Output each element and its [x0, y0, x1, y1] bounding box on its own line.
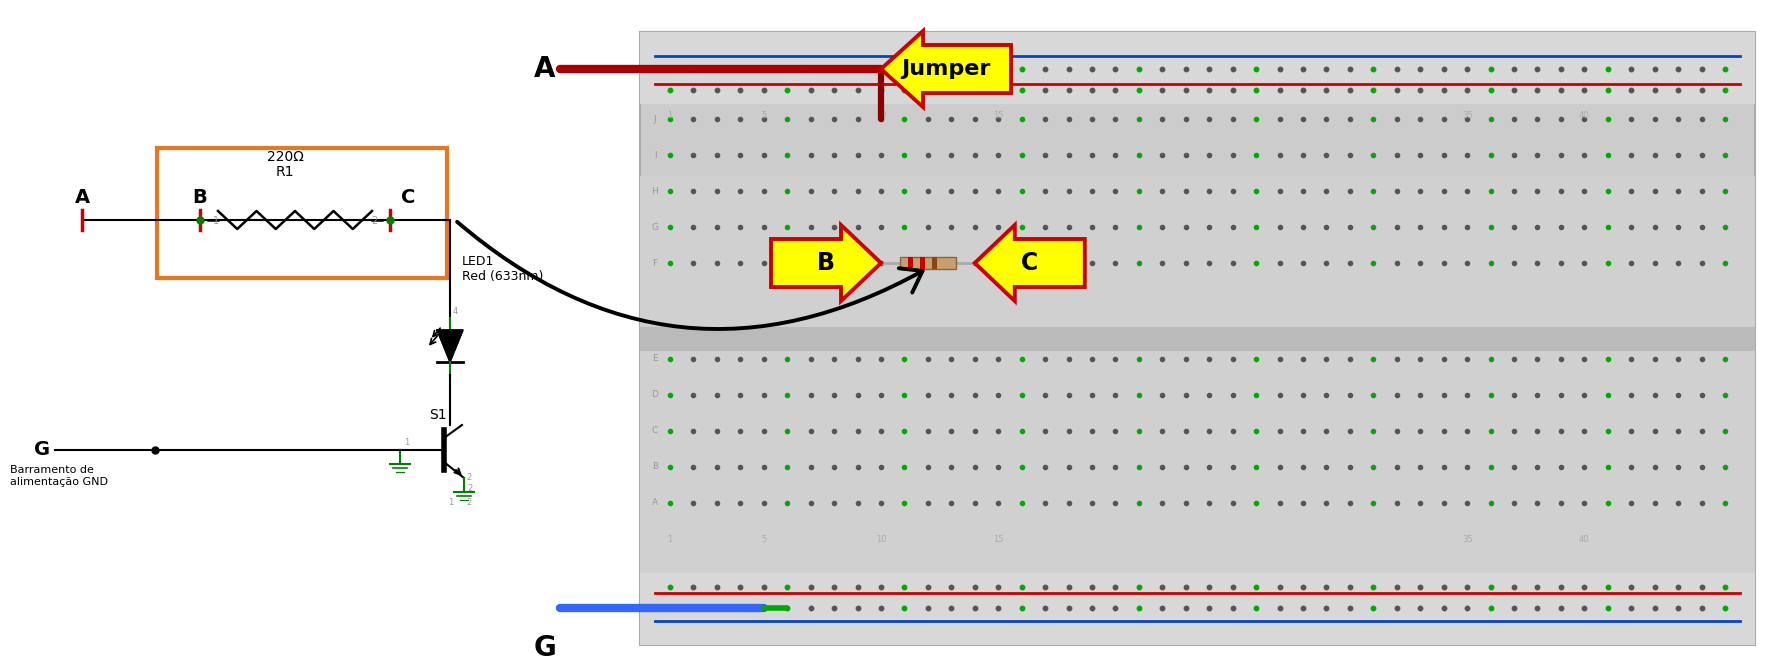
Text: G: G [534, 634, 557, 662]
Text: G: G [34, 440, 50, 459]
Text: 15: 15 [994, 534, 1004, 544]
Text: 2: 2 [467, 484, 472, 493]
Text: S1: S1 [430, 408, 447, 422]
Bar [640, 32, 1756, 104]
Text: B: B [193, 188, 207, 207]
Polygon shape [771, 225, 880, 301]
Text: A: A [534, 55, 555, 83]
Text: 1: 1 [212, 216, 219, 226]
Text: C: C [1022, 251, 1038, 275]
Bar [640, 327, 1756, 351]
Text: 5: 5 [762, 534, 766, 544]
Polygon shape [437, 330, 463, 362]
Text: B: B [652, 462, 658, 471]
FancyArrowPatch shape [458, 222, 923, 329]
Bar [640, 176, 1756, 410]
Text: 35: 35 [1462, 534, 1473, 544]
Text: 35: 35 [1462, 111, 1473, 120]
Bar [907, 257, 912, 269]
Text: E: E [652, 354, 658, 363]
Bar [640, 339, 1756, 573]
Text: A: A [74, 188, 90, 207]
Text: A: A [652, 498, 658, 507]
Bar [932, 257, 937, 269]
Text: 15: 15 [994, 111, 1004, 120]
Text: 40: 40 [1579, 534, 1589, 544]
Bar [157, 148, 447, 278]
Text: J: J [654, 114, 656, 124]
Text: Jumper: Jumper [902, 59, 990, 79]
Text: 10: 10 [875, 534, 886, 544]
Text: 5: 5 [762, 111, 766, 120]
Text: 4: 4 [453, 307, 458, 316]
Text: R1: R1 [276, 165, 293, 179]
Text: 1: 1 [667, 111, 672, 120]
Bar [919, 257, 925, 269]
Polygon shape [974, 225, 1086, 301]
Text: F: F [652, 259, 658, 267]
Text: I: I [654, 151, 656, 159]
Text: H: H [652, 187, 658, 196]
Text: 2: 2 [467, 473, 472, 482]
Text: D: D [652, 390, 658, 399]
Text: 1: 1 [405, 438, 408, 447]
Bar [640, 32, 1756, 645]
Text: Red (633nm): Red (633nm) [461, 270, 543, 283]
Bar [640, 573, 1756, 645]
Text: C: C [401, 188, 415, 207]
Bar [900, 257, 956, 269]
Text: 1: 1 [447, 498, 453, 507]
Polygon shape [880, 31, 1011, 107]
Text: 2: 2 [467, 498, 472, 507]
Text: 220Ω: 220Ω [267, 150, 304, 164]
Text: 2: 2 [371, 216, 377, 226]
Text: G: G [651, 222, 658, 231]
Text: Barramento de
alimentação GND: Barramento de alimentação GND [11, 465, 108, 487]
Text: 40: 40 [1579, 111, 1589, 120]
Text: LED1: LED1 [461, 255, 495, 268]
Text: B: B [817, 251, 834, 275]
Text: C: C [652, 426, 658, 435]
Text: 10: 10 [875, 111, 886, 120]
Text: 1: 1 [667, 534, 672, 544]
